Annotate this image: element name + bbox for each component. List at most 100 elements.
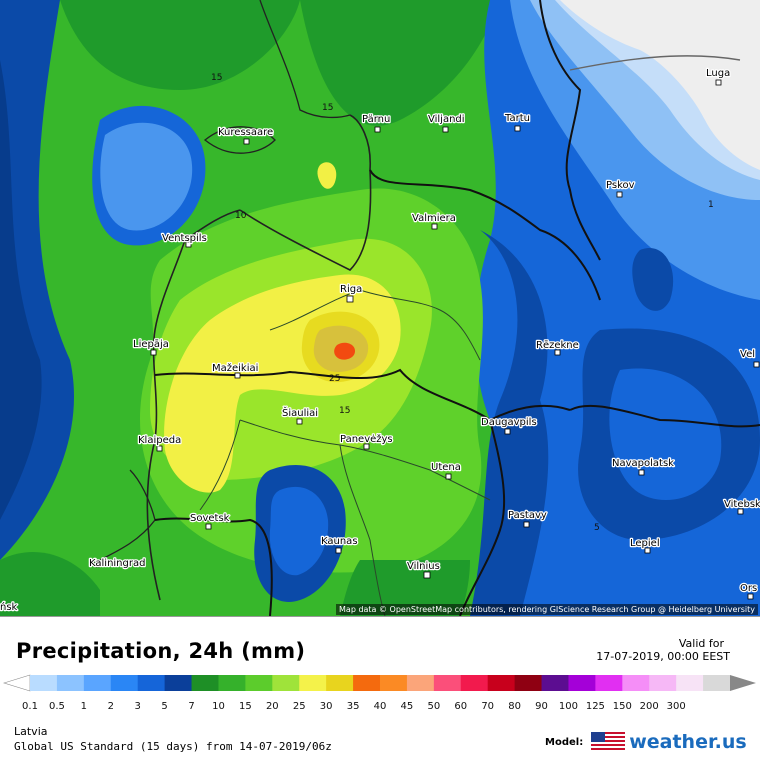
border-lithuania-belarus [459, 419, 506, 616]
city-marker [94, 561, 101, 568]
city-kaliningrad[interactable]: Kaliningrad [88, 557, 147, 571]
legend-tick-label: 150 [613, 701, 632, 712]
city-rezekne[interactable]: Rēzekne [535, 339, 580, 356]
city-label: Klaipeda [138, 435, 181, 446]
border-latvia-estonia [369, 169, 601, 301]
legend-tick-label: 20 [266, 701, 279, 712]
city-klaipeda[interactable]: Klaipeda [137, 434, 182, 452]
legend-tick-label: 80 [508, 701, 521, 712]
city-baltiysk[interactable]: ńsk [0, 600, 19, 615]
city-marker [747, 593, 754, 600]
city-viljandi[interactable]: Viljandi [427, 113, 466, 133]
city-siauliai[interactable]: Šiauliai [281, 405, 319, 425]
city-riga[interactable]: Riga [339, 283, 363, 303]
city-label: Panevėžys [340, 433, 393, 445]
contour-label-10: 10 [235, 211, 247, 221]
city-marker [431, 223, 438, 230]
city-pskov[interactable]: Pskov [605, 179, 636, 198]
legend-swatch [30, 675, 58, 691]
precipitation-legend: 0.1 0.5 1 2 3 5 7 10 15 20 25 30 35 40 45 50 60 70 80 90 100… [2, 674, 756, 712]
city-vilnius[interactable]: Vilnius [406, 560, 441, 579]
legend-swatch [110, 675, 139, 691]
city-valmiera[interactable]: Valmiera [411, 212, 457, 230]
city-label: Viljandi [428, 114, 465, 125]
legend-swatch [622, 675, 650, 691]
legend-swatch [353, 675, 381, 691]
city-luga[interactable]: Luga [705, 67, 731, 86]
legend-swatch [326, 675, 354, 691]
city-marker [445, 473, 452, 480]
city-daugavpils[interactable]: Daugavpils [480, 416, 538, 435]
city-lepiel[interactable]: Lepiel [629, 537, 661, 554]
city-velikie[interactable]: Vel [739, 348, 760, 368]
city-parnu[interactable]: Pärnu [361, 113, 392, 133]
region-border-lithuania [239, 419, 491, 501]
legend-tick-label: 100 [559, 701, 578, 712]
city-panevezys[interactable]: Panevėžys [339, 432, 394, 450]
contour-label-5: 5 [594, 523, 600, 533]
brand-block[interactable]: Model: weather.us [545, 731, 747, 753]
precip-north-spot [317, 162, 337, 189]
city-navapolatsk[interactable]: Navapolatsk [611, 457, 675, 476]
coastline-west [146, 209, 241, 601]
blue-east-dark-streak [470, 230, 549, 616]
city-liepaja[interactable]: Liepāja [132, 338, 170, 356]
city-vitebsk[interactable]: Vitebsk [723, 498, 760, 515]
brand-logo[interactable]: weather.us [629, 731, 747, 753]
legend-swatch [191, 675, 219, 691]
legend-swatches [2, 674, 756, 692]
valid-time-block: Valid for 17-07-2019, 00:00 EEST [596, 637, 730, 663]
city-orsha[interactable]: Ors [739, 582, 758, 600]
city-label: Daugavpils [481, 417, 537, 428]
sea-west-inner [0, 60, 42, 520]
city-label: Lepiel [630, 538, 660, 549]
legend-tick-label: 90 [535, 701, 548, 712]
city-mazeikiai[interactable]: Mažeikiai [211, 361, 260, 379]
legend-tick-label: 0.1 [22, 701, 38, 712]
city-marker [335, 547, 342, 554]
city-utena[interactable]: Utena [430, 461, 462, 480]
blue-south-blob-inner [269, 486, 329, 576]
city-marker [374, 126, 381, 133]
city-marker [644, 547, 651, 554]
city-marker [514, 125, 521, 132]
city-label: Kuressaare [218, 127, 273, 138]
city-marker [363, 443, 370, 450]
legend-tick-label: 0.5 [49, 701, 65, 712]
region-name: Latvia [14, 725, 48, 738]
legend-tick-label: 10 [212, 701, 225, 712]
city-marker [523, 521, 530, 528]
city-marker [442, 126, 449, 133]
coastline-curonian [99, 469, 156, 561]
city-kuressaare[interactable]: Kuressaare [217, 126, 274, 145]
city-marker [753, 361, 760, 368]
land-nodata-northeast [560, 0, 760, 170]
city-label: Mažeikiai [212, 362, 258, 374]
city-label: Šiauliai [282, 406, 318, 419]
model-run: Global US Standard (15 days) from 14-07-… [14, 740, 332, 753]
city-pastavy[interactable]: Pastavy [507, 509, 548, 528]
city-marker [554, 349, 561, 356]
valid-label: Valid for [678, 637, 724, 650]
contour-label-15b: 15 [322, 103, 333, 113]
city-sovetsk[interactable]: Sovetsk [189, 512, 231, 530]
legend-tick-label: 40 [374, 701, 387, 712]
legend-swatch [676, 675, 704, 691]
city-label: Liepāja [133, 339, 169, 350]
city-label: Valmiera [412, 213, 456, 224]
city-tartu[interactable]: Tartu [503, 112, 531, 132]
coastline-gulf [239, 114, 372, 271]
legend-tick-label: 2 [108, 701, 114, 712]
legend-swatch [299, 675, 327, 691]
city-kaunas[interactable]: Kaunas [320, 535, 359, 554]
legend-tick-label: 1 [81, 701, 87, 712]
product-title: Precipitation, 24h (mm) [16, 639, 306, 663]
border-estonia-russia [539, 0, 601, 261]
legend-tick-label: 30 [320, 701, 333, 712]
legend-tick-label: 7 [188, 701, 194, 712]
precipitation-map[interactable]: 15 15 10 25 15 1 5 Luga Pärnu Viljandi T… [0, 0, 760, 616]
blue-east-dark-blob [632, 248, 674, 311]
legend-swatch [137, 675, 166, 691]
precip-peak [334, 342, 355, 360]
city-ventspils[interactable]: Ventspils [161, 232, 208, 248]
